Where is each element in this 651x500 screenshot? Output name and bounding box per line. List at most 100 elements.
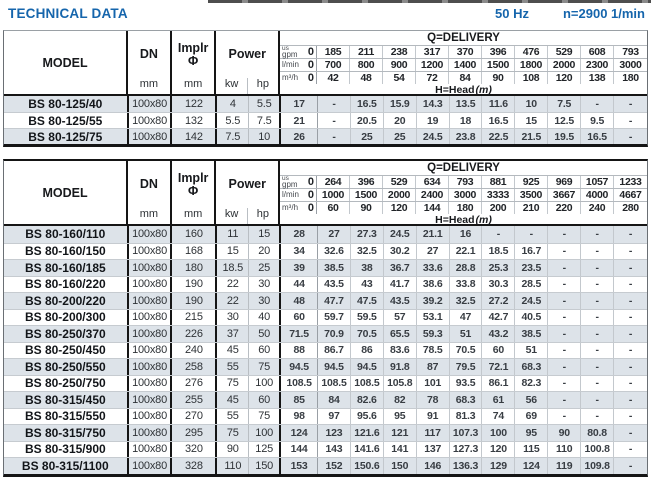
scan-edge-artifact: [208, 0, 651, 3]
head-value-cell: 10: [515, 96, 549, 112]
delivery-value-cell: 969: [548, 176, 582, 188]
head-value-cell: 16.5: [581, 129, 615, 144]
head-value-cell: -: [548, 309, 582, 325]
head-value-cell: -: [581, 276, 615, 292]
hp-cell: 25: [249, 260, 282, 276]
delivery-unit-cell: l/min 0: [280, 189, 318, 201]
head-value-cell: 47.5: [351, 293, 384, 309]
head-value-cell: 137: [417, 441, 450, 457]
kw-cell: 55: [217, 359, 250, 375]
head-value-cell: 23.5: [515, 260, 549, 276]
power-header-label: Power: [228, 47, 266, 61]
head-value-cell: 82: [384, 392, 417, 408]
head-value-cell: 59.3: [417, 326, 450, 342]
head-value-cell: 30.3: [482, 276, 516, 292]
head-value-cell: 70.5: [351, 326, 384, 342]
head-unit-text: (m): [475, 84, 492, 96]
head-value-cell: 25: [384, 129, 417, 144]
delivery-unit-row: m³/h 0 60 90 120 144 180 200 210 220 240 280: [280, 201, 648, 214]
delivery-value-cell: 264: [317, 176, 351, 188]
head-value-cell: 23.8: [450, 129, 483, 144]
head-value-cell: 83.6: [384, 342, 417, 358]
head-value-cell: 70.9: [318, 326, 351, 342]
implr-cell: 215: [172, 309, 218, 325]
head-value-cell: 16.5: [482, 113, 516, 128]
table-row: BS 80-250/450 100x80 240 45 60 88 86.7 86 83.6 78…: [4, 341, 647, 358]
implr-cell: 122: [172, 96, 218, 112]
impeller-unit-label: mm: [183, 78, 203, 90]
dn-cell: 100x80: [129, 408, 173, 424]
delivery-zero-value: 0: [307, 176, 315, 188]
head-value-cell: 38: [351, 260, 384, 276]
head-value-cell: 28.8: [450, 260, 483, 276]
delivery-zero-value: 0: [307, 189, 315, 201]
head-value-cell: 152: [318, 458, 351, 474]
model-cell: BS 80-160/110: [4, 226, 129, 243]
delivery-value-cell: 138: [581, 72, 615, 84]
delivery-value-cell: 1400: [449, 59, 483, 71]
head-value-cell: 38.5: [515, 326, 549, 342]
head-value-cell: 15: [515, 113, 549, 128]
delivery-value-cell: 1000: [317, 189, 351, 201]
head-value-cell: 36.7: [384, 260, 417, 276]
kw-cell: 90: [217, 441, 250, 457]
delivery-zero-value: 0: [307, 72, 315, 84]
table-row: BS 80-125/55 100x80 132 5.5 7.5 21-20.5 20 19 18…: [4, 112, 647, 128]
head-value-cell: -: [515, 226, 549, 243]
head-value-cell: 27: [417, 243, 450, 259]
delivery-value-cell: 2300: [581, 59, 615, 71]
head-value-cell: 19: [417, 113, 450, 128]
head-value-cell: 90: [548, 425, 582, 441]
head-value-cell: 34: [281, 243, 319, 259]
head-value-cell: -: [548, 392, 582, 408]
head-unit-text: (m): [475, 214, 492, 226]
dn-cell: 100x80: [129, 309, 173, 325]
head-value-cell: -: [548, 375, 582, 391]
head-value-cell: -: [581, 309, 615, 325]
delivery-value-cell: 396: [350, 176, 384, 188]
model-header-label: MODEL: [42, 185, 88, 200]
head-value-cell: -: [628, 426, 633, 439]
kw-cell: 75: [217, 375, 250, 391]
kw-unit-label: kw: [216, 78, 248, 94]
implr-cell: 270: [172, 408, 218, 424]
delivery-value-cell: 120: [548, 72, 582, 84]
power-header-label: Power: [228, 177, 266, 191]
kw-cell: 4: [217, 96, 250, 112]
head-value-cell: 68.3: [515, 359, 549, 375]
delivery-value-cell: 925: [515, 176, 549, 188]
head-value-cell: 56: [515, 392, 549, 408]
head-value-cell: 21.1: [417, 226, 450, 243]
head-value-cell: -: [628, 278, 633, 291]
head-value-cell: -: [581, 408, 615, 424]
delivery-zero-value: 0: [307, 202, 315, 214]
head-value-cell: 78: [417, 392, 450, 408]
table-row: BS 80-315/900 100x80 320 90 125 144 143 141.6 14…: [4, 440, 647, 457]
head-value-cell: 24.5: [515, 293, 549, 309]
head-value-cell: 44: [281, 276, 319, 292]
impeller-header-label: Implr Φ: [178, 31, 209, 78]
kw-cell: 110: [217, 458, 250, 474]
dn-cell: 100x80: [129, 293, 173, 309]
head-value-cell: 53.1: [417, 309, 450, 325]
delivery-value-cell: 4000: [581, 189, 615, 201]
kw-unit-label: kw: [216, 208, 248, 224]
table-row: BS 80-315/450 100x80 255 45 60 85 84 82.6 82 78 68…: [4, 391, 647, 408]
head-value-cell: -: [628, 261, 633, 274]
head-value-cell: -: [548, 276, 582, 292]
hp-cell: 40: [249, 309, 282, 325]
dn-cell: 100x80: [129, 342, 173, 358]
head-value-cell: 95.6: [351, 408, 384, 424]
delivery-value-cell: 634: [416, 176, 450, 188]
implr-cell: 295: [172, 425, 218, 441]
head-value-cell: 127.3: [450, 441, 483, 457]
head-value-cell: -: [628, 114, 633, 127]
head-value-cell: 9.5: [581, 113, 615, 128]
impeller-header-label: Implr Φ: [178, 161, 209, 208]
delivery-value-cell: 2000: [383, 189, 417, 201]
delivery-value-cell: 793: [622, 46, 639, 58]
implr-cell: 160: [172, 226, 218, 243]
head-value-cell: 43.5: [318, 276, 351, 292]
head-label-text: H=Head: [435, 84, 475, 96]
